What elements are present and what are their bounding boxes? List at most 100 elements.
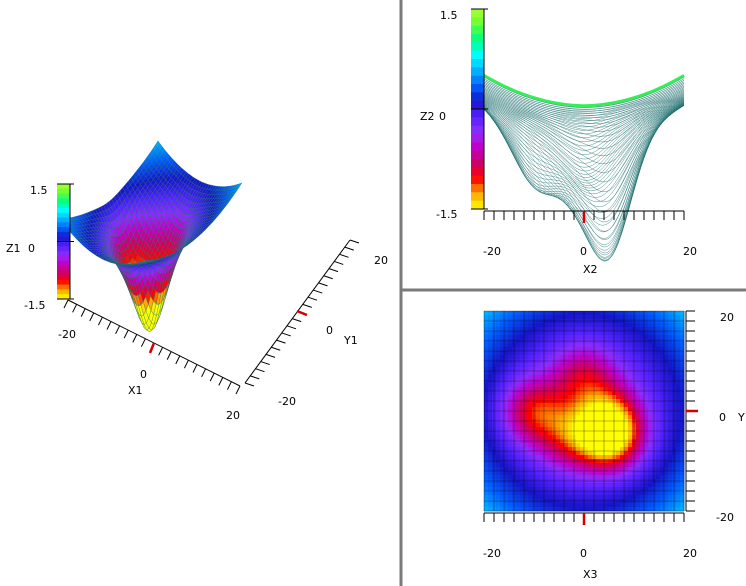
side-profile-curve: [483, 96, 685, 155]
heatmap-cell: [600, 503, 605, 508]
heatmap-cell: [504, 415, 509, 420]
heatmap-cell: [484, 455, 489, 460]
heatmap-cell: [580, 415, 585, 420]
heatmap-cell: [644, 363, 649, 368]
heatmap-cell: [516, 423, 521, 428]
heatmap-cell: [564, 463, 569, 468]
heatmap-cell: [520, 475, 525, 480]
x3-tick-mid: 0: [580, 547, 587, 560]
heatmap-cell: [484, 491, 489, 496]
heatmap-cell: [488, 335, 493, 340]
heatmap-cell: [560, 375, 565, 380]
heatmap-cell: [484, 463, 489, 468]
heatmap-cell: [600, 343, 605, 348]
side-profile-curve: [483, 81, 685, 115]
heatmap-cell: [604, 507, 609, 512]
heatmap-cell: [680, 311, 685, 316]
heatmap-cell: [588, 455, 593, 460]
heatmap-cell: [644, 463, 649, 468]
heatmap-cell: [604, 435, 609, 440]
heatmap-cell: [664, 483, 669, 488]
heatmap-cell: [656, 387, 661, 392]
heatmap-cell: [660, 467, 665, 472]
heatmap-cell: [516, 431, 521, 436]
heatmap-cell: [540, 503, 545, 508]
y1-axis-tick: [328, 268, 339, 273]
heatmap-cell: [648, 323, 653, 328]
heatmap-cell: [624, 407, 629, 412]
heatmap-cell: [516, 327, 521, 332]
heatmap-cell: [560, 383, 565, 388]
heatmap-cell: [516, 471, 521, 476]
heatmap-cell: [568, 507, 573, 512]
heatmap-cell: [496, 347, 501, 352]
heatmap-cell: [640, 467, 645, 472]
heatmap-cell: [500, 375, 505, 380]
side-profile-curve: [483, 93, 685, 149]
heatmap-cell: [564, 363, 569, 368]
heatmap-cell: [600, 331, 605, 336]
heatmap-cell: [656, 331, 661, 336]
heatmap-cell: [596, 423, 601, 428]
heatmap-cell: [580, 407, 585, 412]
heatmap-cell: [496, 387, 501, 392]
heatmap-cell: [500, 471, 505, 476]
heatmap-cell: [596, 431, 601, 436]
heatmap-cell: [508, 315, 513, 320]
heatmap-cell: [556, 411, 561, 416]
heatmap-cell: [560, 367, 565, 372]
heatmap-cell: [596, 415, 601, 420]
heatmap-cell: [508, 431, 513, 436]
heatmap-cell: [568, 383, 573, 388]
x1-axis-tick: [63, 299, 69, 309]
heatmap-cell: [520, 487, 525, 492]
heatmap-cell: [520, 455, 525, 460]
heatmap-cell: [636, 435, 641, 440]
heatmap-cell: [496, 427, 501, 432]
x1-origin-marker: [148, 342, 156, 354]
heatmap-cell: [508, 335, 513, 340]
heatmap-cell: [488, 415, 493, 420]
heatmap-cell: [568, 351, 573, 356]
heatmap-cell: [648, 415, 653, 420]
heatmap-cell: [504, 503, 509, 508]
heatmap-cell: [568, 431, 573, 436]
heatmap-cell: [548, 327, 553, 332]
heatmap-cell: [540, 403, 545, 408]
heatmap-cell: [508, 387, 513, 392]
heatmap-cell: [664, 443, 669, 448]
heatmap-cell: [520, 367, 525, 372]
heatmap-cell: [484, 427, 489, 432]
heatmap-cell: [604, 463, 609, 468]
side-profile-rim: [483, 74, 685, 108]
heatmap-cell: [644, 387, 649, 392]
heatmap-cell: [496, 331, 501, 336]
heatmap-cell: [608, 343, 613, 348]
heatmap-cell: [608, 487, 613, 492]
heatmap-cell: [608, 495, 613, 500]
heatmap-cell: [644, 311, 649, 316]
heatmap-cell: [616, 451, 621, 456]
heatmap-cell: [504, 315, 509, 320]
heatmap-cell: [524, 335, 529, 340]
z1-colorbar-segment: [57, 208, 70, 214]
x1-axis-tick: [209, 372, 215, 382]
heatmap-cell: [608, 347, 613, 352]
heatmap-cell: [584, 495, 589, 500]
y1-axis-tick: [286, 325, 297, 330]
heatmap-cell: [600, 491, 605, 496]
heatmap-cell: [656, 463, 661, 468]
heatmap-cell: [568, 415, 573, 420]
heatmap-cell: [544, 471, 549, 476]
heatmap-cell: [508, 435, 513, 440]
side-profile-curve: [483, 101, 685, 181]
heatmap-cell: [680, 363, 685, 368]
heatmap-cell: [528, 363, 533, 368]
heatmap-cell: [660, 423, 665, 428]
heatmap-cell: [516, 391, 521, 396]
heatmap-cell: [588, 415, 593, 420]
heatmap-cell: [600, 347, 605, 352]
heatmap-cell: [608, 335, 613, 340]
heatmap-cell: [656, 503, 661, 508]
heatmap-cell: [540, 415, 545, 420]
